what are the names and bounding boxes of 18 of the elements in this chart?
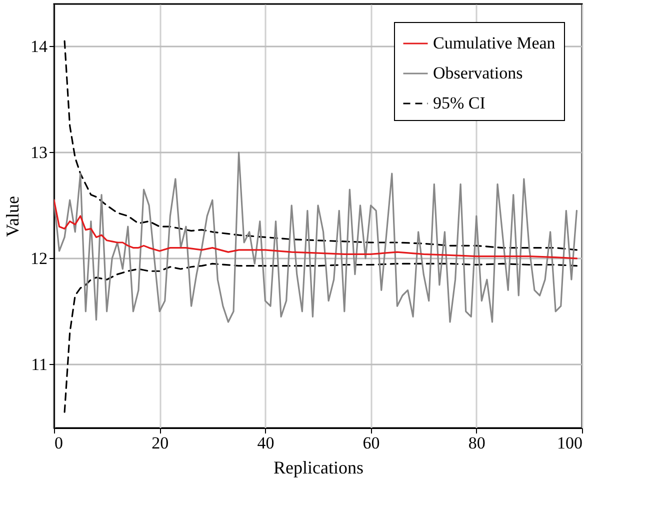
legend-label: 95% CI — [433, 94, 486, 112]
y-tick-label: 13 — [30, 142, 48, 162]
x-tick-label: 40 — [257, 434, 274, 452]
x-tick-label: 20 — [152, 434, 169, 452]
line-series — [54, 152, 578, 323]
y-tick-label: 11 — [31, 354, 48, 374]
x-tick-label: 0 — [54, 434, 63, 452]
legend-label: Cumulative Mean — [433, 34, 556, 52]
x-tick-label: 100 — [557, 434, 582, 452]
x-tick-label: 80 — [468, 434, 486, 452]
y-tick-label: 14 — [30, 36, 48, 56]
y-axis-title: Value — [2, 196, 22, 237]
legend-label: Observations — [433, 64, 523, 82]
x-axis-title: Replications — [274, 458, 364, 478]
x-tick-label: 60 — [362, 434, 380, 452]
line-series — [64, 262, 578, 413]
y-tick-label: 12 — [30, 248, 48, 268]
line-series — [54, 199, 578, 260]
